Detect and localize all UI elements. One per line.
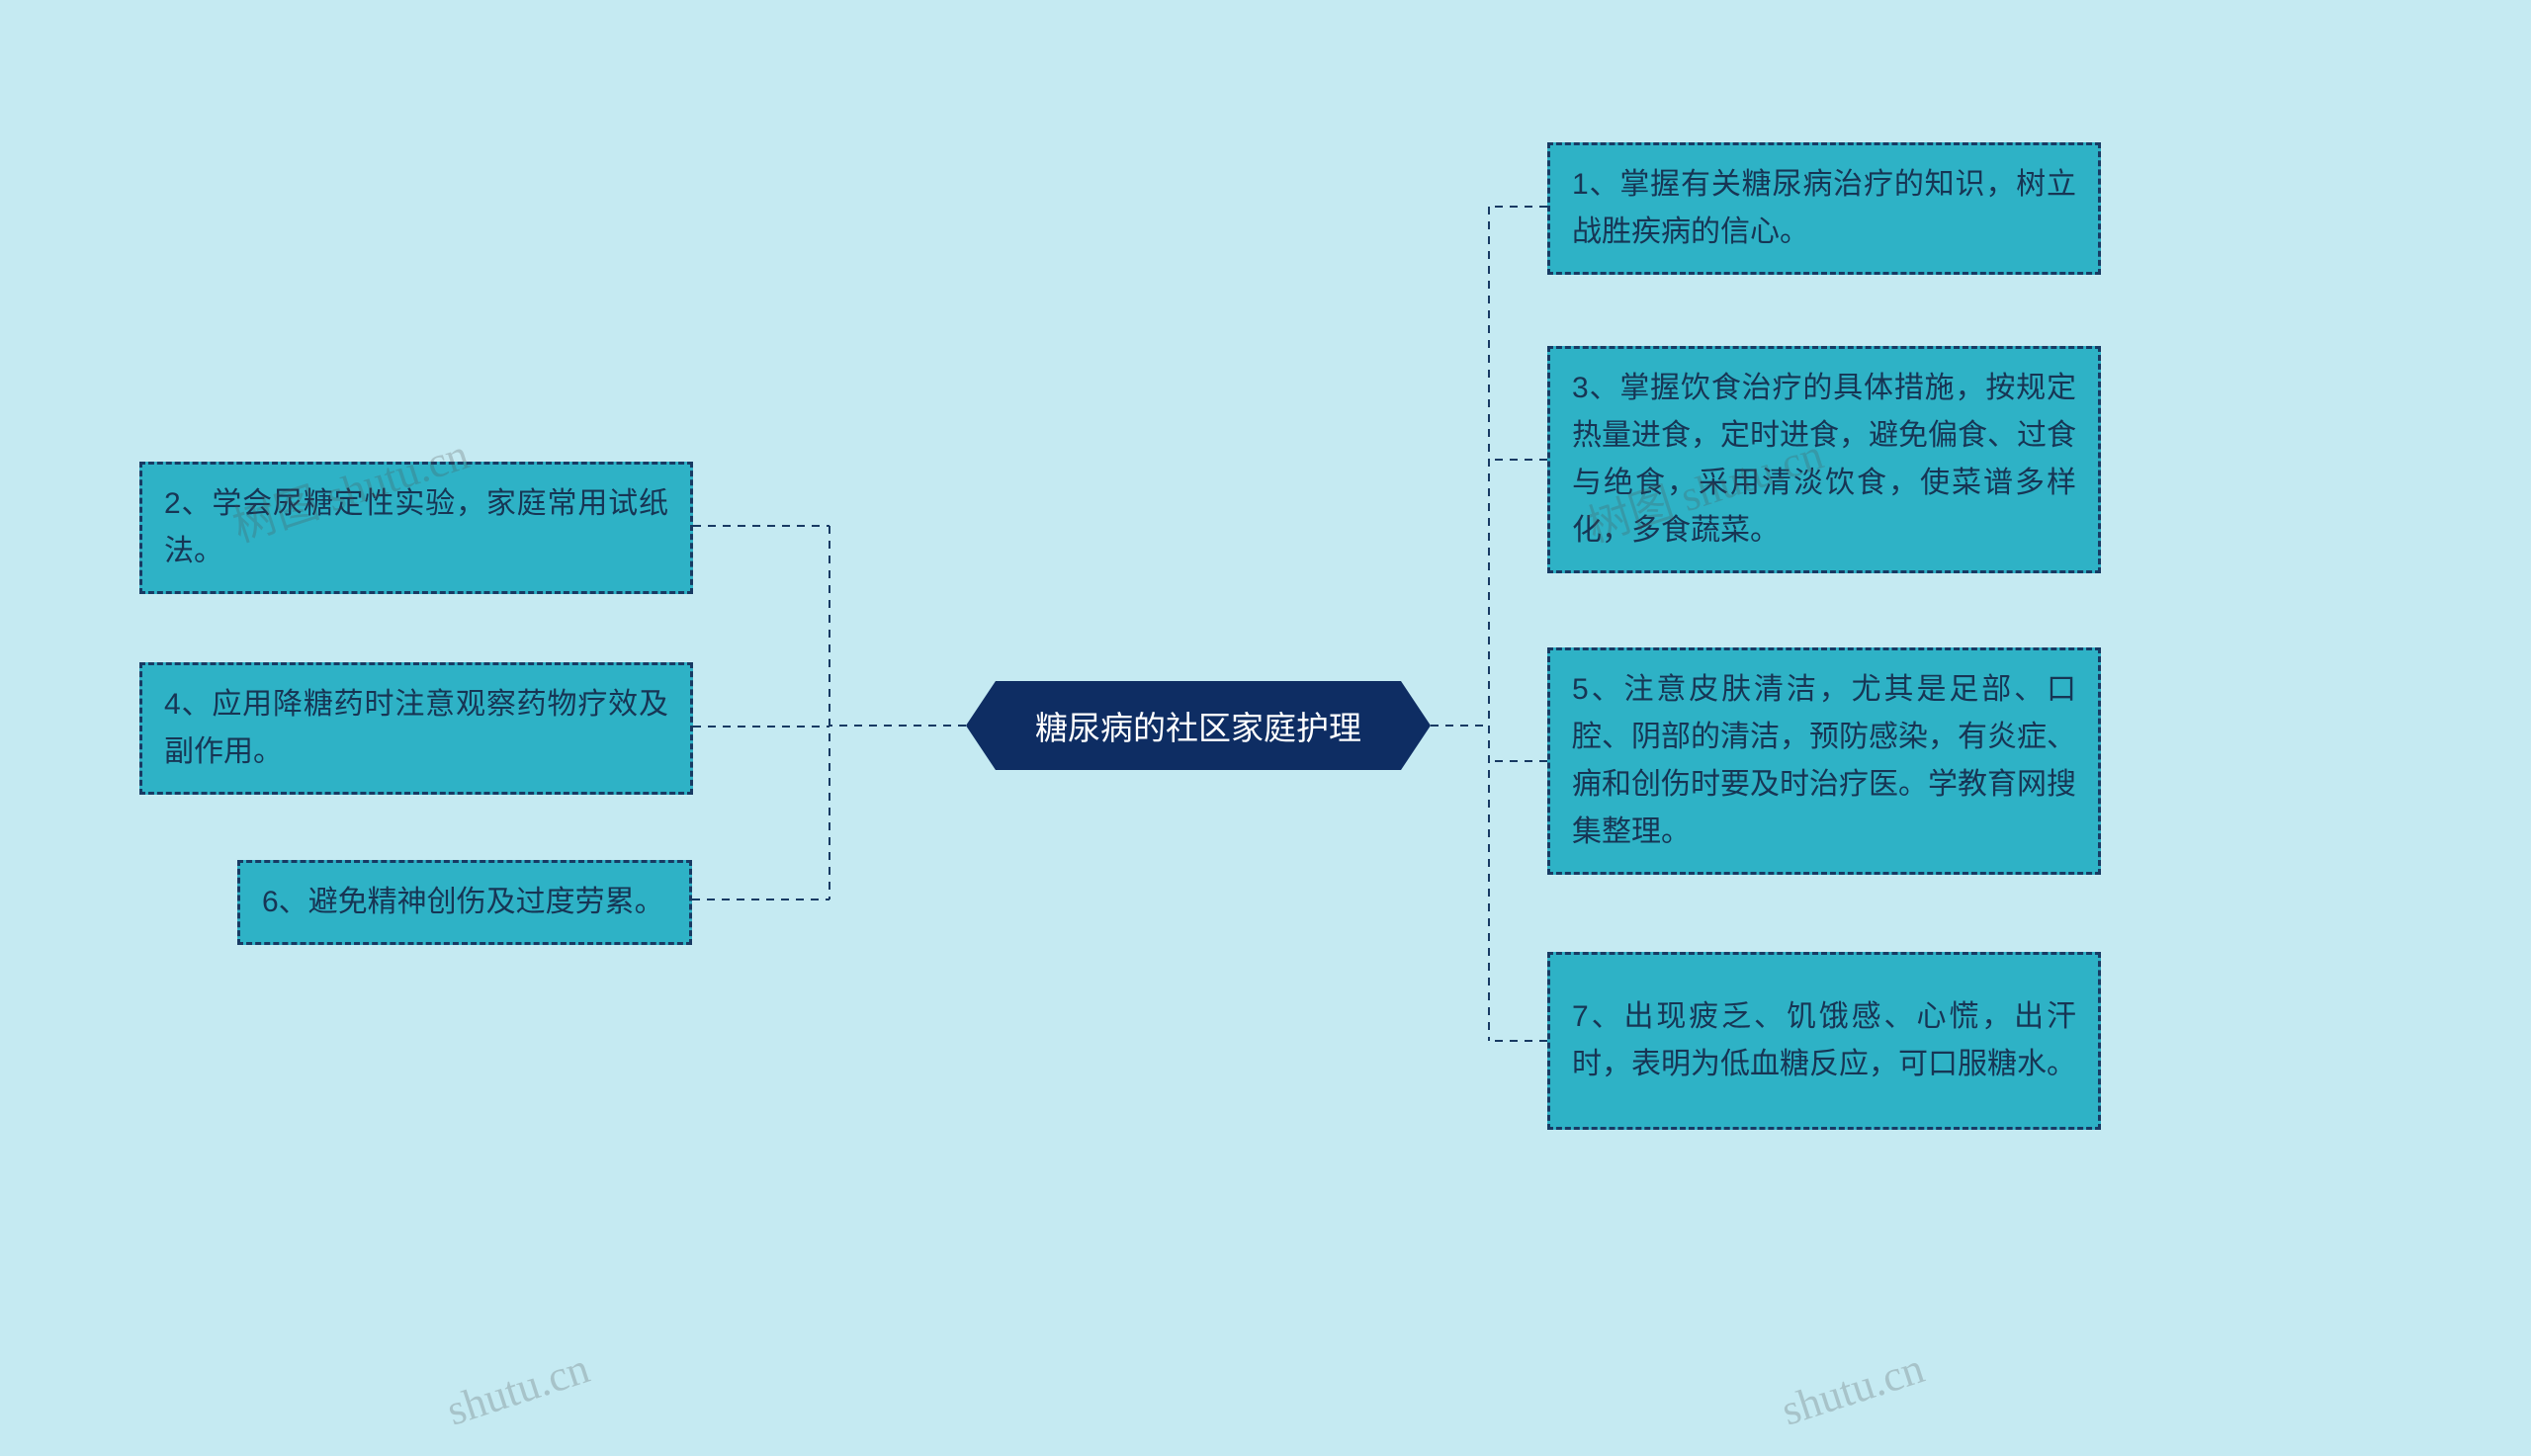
right-node-0-label: 1、掌握有关糖尿病治疗的知识，树立战胜疾病的信心。 xyxy=(1572,161,2076,256)
right-node-0[interactable]: 1、掌握有关糖尿病治疗的知识，树立战胜疾病的信心。 xyxy=(1547,142,2101,275)
center-topic-label: 糖尿病的社区家庭护理 xyxy=(1035,702,1361,749)
left-node-0[interactable]: 2、学会尿糖定性实验，家庭常用试纸法。 xyxy=(139,462,693,594)
left-node-1-label: 4、应用降糖药时注意观察药物疗效及副作用。 xyxy=(164,681,668,776)
watermark-3: shutu.cn xyxy=(1776,1342,1930,1435)
right-node-3-label: 7、出现疲乏、饥饿感、心慌，出汗时，表明为低血糖反应，可口服糖水。 xyxy=(1572,993,2076,1088)
left-node-0-label: 2、学会尿糖定性实验，家庭常用试纸法。 xyxy=(164,480,668,575)
left-node-1[interactable]: 4、应用降糖药时注意观察药物疗效及副作用。 xyxy=(139,662,693,795)
right-node-1[interactable]: 3、掌握饮食治疗的具体措施，按规定热量进食，定时进食，避免偏食、过食与绝食，采用… xyxy=(1547,346,2101,573)
left-node-2[interactable]: 6、避免精神创伤及过度劳累。 xyxy=(237,860,692,945)
mindmap-canvas: 糖尿病的社区家庭护理 2、学会尿糖定性实验，家庭常用试纸法。 4、应用降糖药时注意… xyxy=(0,0,2531,1456)
right-node-3[interactable]: 7、出现疲乏、饥饿感、心慌，出汗时，表明为低血糖反应，可口服糖水。 xyxy=(1547,952,2101,1130)
watermark-2: shutu.cn xyxy=(441,1342,595,1435)
left-node-2-label: 6、避免精神创伤及过度劳累。 xyxy=(262,879,664,926)
right-node-2-label: 5、注意皮肤清洁，尤其是足部、口腔、阴部的清洁，预防感染，有炎症、痈和创伤时要及… xyxy=(1572,666,2076,856)
right-node-2[interactable]: 5、注意皮肤清洁，尤其是足部、口腔、阴部的清洁，预防感染，有炎症、痈和创伤时要及… xyxy=(1547,647,2101,875)
right-node-1-label: 3、掌握饮食治疗的具体措施，按规定热量进食，定时进食，避免偏食、过食与绝食，采用… xyxy=(1572,365,2076,555)
center-topic[interactable]: 糖尿病的社区家庭护理 xyxy=(966,681,1431,770)
